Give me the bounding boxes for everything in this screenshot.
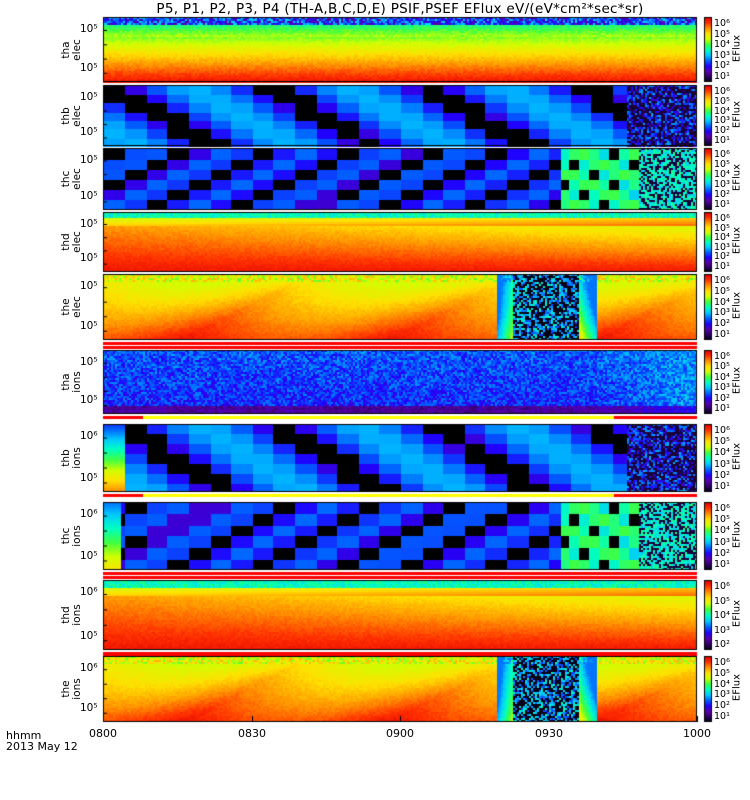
colorbar-label: EFlux [731, 226, 743, 255]
colorbar-tick: 10² [714, 318, 730, 330]
colorbar-tick: 10³ [714, 307, 730, 319]
colorbar-tick: 10³ [714, 689, 730, 701]
colorbar-tick: 10² [714, 639, 730, 650]
x-tick-0900: 0900 [386, 727, 414, 740]
colorbar-tick: 10⁴ [714, 105, 730, 117]
colorbar-tick: 10⁴ [714, 678, 730, 690]
panel-ytick: 10⁵ [80, 630, 98, 642]
colorbar-tick: 10¹ [714, 711, 730, 722]
panel-ytick: 10⁶ [80, 662, 98, 674]
colorbar-tick: 10⁵ [714, 285, 730, 297]
colorbar-tick: 10¹ [714, 559, 730, 570]
chart-title: P5, P1, P2, P3, P4 (TH-A,B,C,D,E) PSIF,P… [156, 1, 644, 17]
panel-ytick: 10⁵ [80, 280, 98, 292]
colorbar-tick: 10⁵ [714, 361, 730, 373]
colorbar-tick: 10² [714, 469, 730, 481]
colorbar-tick: 10⁵ [714, 28, 730, 40]
colorbar-label: EFlux [731, 673, 743, 702]
colorbar-tick: 10³ [714, 382, 730, 394]
colorbar-tick: 10⁴ [714, 371, 730, 383]
colorbar-tick: 10⁵ [714, 595, 730, 607]
colorbar-tick: 10⁴ [714, 447, 730, 459]
colorbar-label: EFlux [731, 163, 743, 192]
x-tick-0930: 0930 [535, 727, 563, 740]
panel-ytick: 10⁵ [80, 702, 98, 714]
colorbar-tick: 10⁵ [714, 514, 730, 526]
colorbar-tick: 10³ [714, 49, 730, 61]
colorbar-tick: 10³ [714, 115, 730, 127]
panel-ytick: 10⁵ [80, 62, 98, 74]
colorbar-tick: 10² [714, 392, 730, 404]
colorbar-tick: 10¹ [714, 481, 730, 492]
panel-ytick: 10⁵ [80, 91, 98, 103]
colorbar-label: EFlux [731, 520, 743, 549]
colorbar-tick: 10³ [714, 241, 730, 253]
colorbar-tick: 10⁶ [714, 351, 730, 362]
colorbar-tick: 10⁶ [714, 581, 730, 592]
colorbar-tick: 10⁶ [714, 149, 730, 160]
colorbar-tick: 10⁶ [714, 275, 730, 286]
footer-date-label: 2013 May 12 [6, 740, 78, 753]
colorbar-label: EFlux [731, 34, 743, 62]
panel-ytick: 10⁵ [80, 190, 98, 202]
colorbar-tick: 10¹ [714, 403, 730, 414]
colorbar-tick: 10⁶ [714, 657, 730, 668]
colorbar-tick: 10² [714, 700, 730, 712]
x-tick-0830: 0830 [238, 727, 266, 740]
colorbar-tick: 10⁵ [714, 159, 730, 170]
colorbar-tick: 10⁶ [714, 425, 730, 436]
footer-time-label: hhmm [6, 729, 42, 742]
colorbar-tick: 10⁴ [714, 39, 730, 51]
colorbar-tick: 10³ [714, 179, 730, 190]
colorbar-label: EFlux [731, 599, 743, 628]
colorbar-tick: 10² [714, 547, 730, 559]
panel-ytick: 10⁶ [80, 508, 98, 520]
colorbar-tick: 10⁴ [714, 296, 730, 308]
colorbar-tick: 10² [714, 125, 730, 137]
colorbar-tick: 10⁶ [714, 18, 730, 29]
colorbar-tick: 10² [714, 189, 730, 200]
colorbar-label: EFlux [731, 100, 743, 128]
panel-ytick: 10⁵ [80, 154, 98, 166]
colorbar-tick: 10³ [714, 624, 730, 636]
colorbar-label: EFlux [731, 366, 743, 395]
colorbar-tick: 10¹ [714, 135, 730, 146]
colorbar-tick: 10¹ [714, 261, 730, 272]
colorbar-tick: 10⁵ [714, 222, 730, 234]
colorbar-tick: 10⁴ [714, 610, 730, 621]
panel-ytick: 10⁶ [80, 430, 98, 442]
panel-ytick: 10⁵ [80, 320, 98, 332]
x-tick-1000: 1000 [683, 727, 711, 740]
colorbar-tick: 10² [714, 251, 730, 263]
colorbar-tick: 10⁶ [714, 213, 730, 224]
colorbar-tick: 10⁵ [714, 95, 730, 107]
colorbar-tick: 10¹ [714, 199, 730, 210]
panel-ytick: 10⁵ [80, 218, 98, 230]
panel-ytick: 10⁵ [80, 472, 98, 484]
colorbar-label: EFlux [731, 442, 743, 471]
colorbar-tick: 10⁵ [714, 436, 730, 448]
colorbar-label: EFlux [731, 291, 743, 320]
colorbar-tick: 10⁴ [714, 232, 730, 244]
panel-ytick: 10⁵ [80, 23, 98, 35]
x-tick-0800: 0800 [89, 727, 117, 740]
panel-ylabel-thd-ions: thd ions [60, 604, 83, 626]
colorbar-tick: 10³ [714, 458, 730, 470]
colorbar-tick: 10⁵ [714, 667, 730, 679]
colorbar-tick: 10² [714, 60, 730, 72]
colorbar-tick: 10⁶ [714, 503, 730, 514]
colorbar-tick: 10³ [714, 536, 730, 548]
panel-ytick: 10⁵ [80, 394, 98, 406]
colorbar-tick: 10⁴ [714, 169, 730, 180]
panel-ytick: 10⁵ [80, 252, 98, 264]
panel-ytick: 10⁶ [80, 586, 98, 598]
colorbar-tick: 10¹ [714, 329, 730, 340]
panel-ytick: 10⁵ [80, 126, 98, 138]
panel-ytick: 10⁵ [80, 356, 98, 368]
colorbar-tick: 10⁶ [714, 86, 730, 97]
panel-ytick: 10⁵ [80, 550, 98, 562]
colorbar-tick: 10¹ [714, 71, 730, 82]
colorbar-tick: 10⁴ [714, 525, 730, 537]
